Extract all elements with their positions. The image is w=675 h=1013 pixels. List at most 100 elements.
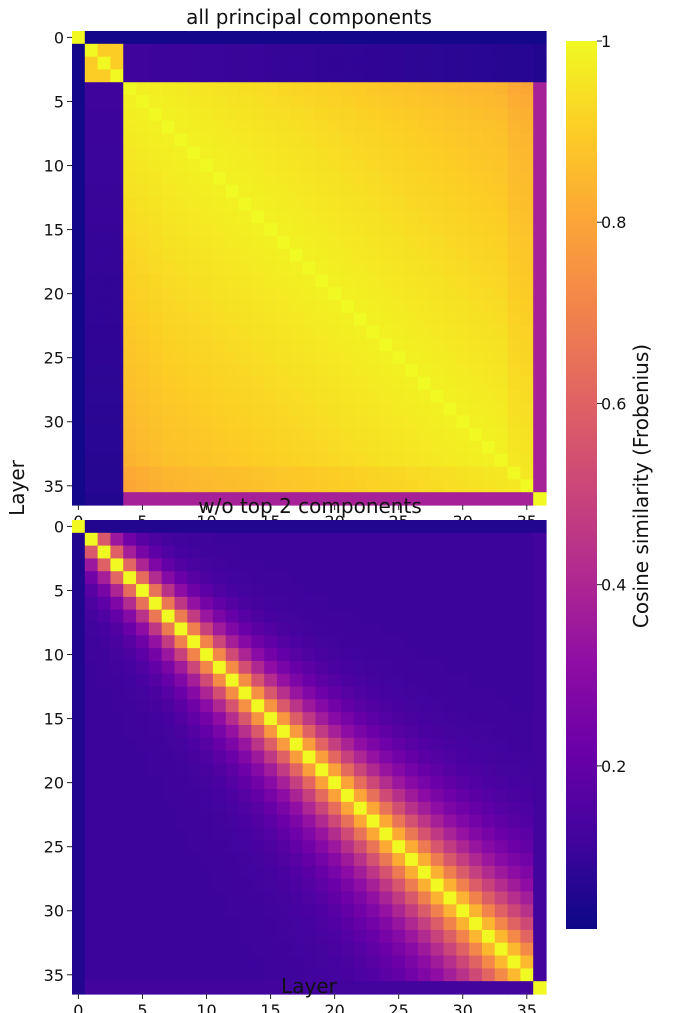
heatmap-cell [84,520,99,534]
heatmap-cell [430,325,445,340]
heatmap-cell [174,673,188,688]
heatmap-cell [481,223,496,237]
heatmap-cell [212,801,227,816]
x-tick-label: 30 [453,1001,473,1013]
heatmap-cell [315,402,329,416]
heatmap-cell [315,210,329,224]
heatmap-cell [405,737,419,752]
heatmap-cell [302,686,316,700]
heatmap-cell [72,917,86,931]
heatmap-cell [136,287,150,301]
heatmap-cell [392,673,406,688]
heatmap-cell [366,453,381,468]
heatmap-cell [97,571,112,585]
heatmap-cell [366,235,381,250]
heatmap-cell [289,712,304,726]
heatmap-cell [276,750,291,764]
heatmap-cell [212,942,227,957]
heatmap-top-title: all principal components [186,5,432,29]
heatmap-cell [443,402,457,416]
heatmap-cell [161,376,176,391]
heatmap-cell [187,724,201,739]
heatmap-cell [430,248,445,263]
heatmap-cell [507,942,521,957]
heatmap-cell [161,197,176,211]
heatmap-cell [123,635,137,649]
heatmap-cell [366,673,381,688]
heatmap-cell [264,789,278,803]
heatmap-cell [520,545,534,560]
heatmap-cell [520,479,534,493]
heatmap-cell [353,686,368,700]
heatmap-cell [264,763,278,777]
heatmap-cell [72,712,86,726]
heatmap-cell [533,43,547,58]
heatmap-cell [443,571,457,585]
heatmap-cell [417,750,432,764]
heatmap-cell [174,146,188,160]
heatmap-cell [341,428,355,442]
heatmap-cell [417,891,432,905]
heatmap-cell [136,827,150,841]
heatmap-cell [417,532,432,547]
heatmap-cell [148,184,163,199]
heatmap-cell [494,146,509,160]
heatmap-cell [328,69,342,83]
heatmap-cell [366,904,381,918]
heatmap-cell [481,248,496,263]
heatmap-cell [238,466,252,480]
heatmap-cell [251,95,265,109]
heatmap-cell [174,789,188,803]
heatmap-cell [315,428,329,442]
heatmap-cell [353,596,368,611]
heatmap-cell [533,364,547,378]
heatmap-cell [533,428,547,442]
heatmap-cell [238,904,252,918]
heatmap-cell [328,338,342,352]
heatmap-cell [353,648,368,662]
heatmap-cell [110,159,124,173]
heatmap-cell [328,571,342,585]
heatmap-cell [289,376,304,391]
heatmap-cell [328,312,342,327]
heatmap-cell [161,31,176,45]
heatmap-cell [366,712,381,726]
heatmap-cell [97,801,112,816]
heatmap-cell [469,325,483,340]
heatmap-cell [417,197,432,211]
heatmap-cell [315,865,329,880]
heatmap-cell [443,338,457,352]
heatmap-cell [97,673,112,688]
heatmap-cell [469,223,483,237]
heatmap-cell [148,635,163,649]
heatmap-cell [110,428,124,442]
heatmap-cell [148,223,163,237]
heatmap-cell [174,184,188,199]
heatmap-cell [405,545,419,560]
heatmap-cell [289,197,304,211]
heatmap-cell [533,840,547,854]
heatmap-cell [97,197,112,211]
heatmap-cell [430,571,445,585]
heatmap-cell [174,69,188,83]
heatmap-cell [430,184,445,199]
heatmap-cell [97,532,112,547]
heatmap-cell [469,312,483,327]
heatmap-cell [430,763,445,777]
heatmap-cell [200,261,214,275]
heatmap-cell [417,827,432,841]
heatmap-cell [123,31,137,45]
heatmap-cell [225,814,240,829]
heatmap-cell [341,248,355,263]
heatmap-cell [161,223,176,237]
heatmap-cell [161,929,176,944]
heatmap-cell [405,338,419,352]
heatmap-cell [200,492,214,506]
heatmap-cell [494,184,509,199]
heatmap-cell [136,942,150,957]
heatmap-cell [456,120,470,135]
heatmap-cell [430,171,445,186]
heatmap-cell [302,184,316,199]
heatmap-cell [200,274,214,288]
heatmap-cell [161,300,176,314]
